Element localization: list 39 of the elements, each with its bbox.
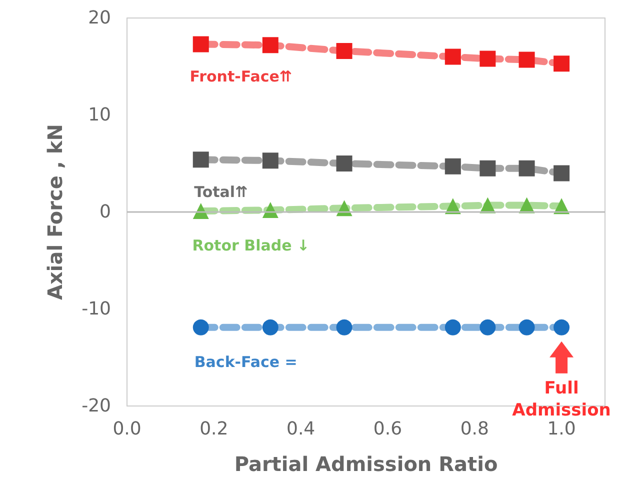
point	[480, 319, 496, 336]
point	[192, 319, 209, 336]
point	[554, 56, 570, 72]
y-tick-label: 10	[88, 104, 111, 126]
point	[262, 37, 278, 54]
series-label: Front-Face⇈	[190, 68, 292, 86]
point	[554, 319, 570, 336]
y-axis-title: Axial Force , kN	[43, 124, 67, 300]
point	[480, 160, 496, 176]
y-tick-label: 20	[88, 8, 111, 28]
point	[192, 152, 209, 168]
point	[262, 152, 278, 169]
point	[336, 42, 352, 59]
x-tick-label: 1.0	[547, 418, 576, 440]
point	[444, 319, 461, 336]
point	[480, 50, 496, 67]
x-axis-title: Partial Admission Ratio	[234, 452, 498, 476]
x-tick-label: 0.6	[373, 418, 402, 440]
series-label: Back-Face =	[194, 352, 298, 371]
point	[336, 156, 352, 172]
point	[554, 165, 570, 182]
x-tick-label: 0.2	[200, 418, 228, 440]
point	[518, 52, 535, 68]
annotation: Full Admission	[512, 378, 611, 420]
series-label: Rotor Blade ↓	[192, 236, 310, 255]
point	[336, 319, 352, 336]
point	[444, 158, 461, 174]
x-tick-label: 0.8	[460, 418, 489, 440]
point	[518, 160, 535, 176]
point	[262, 319, 278, 336]
y-tick-label: -20	[82, 396, 111, 416]
series-label: Total⇈	[194, 183, 248, 202]
point	[518, 319, 535, 336]
point	[192, 36, 209, 52]
x-tick-label: 0.0	[112, 418, 142, 440]
point	[444, 48, 461, 65]
x-tick-label: 0.4	[286, 418, 316, 440]
y-tick-label: 0	[100, 202, 111, 222]
y-tick-label: -10	[82, 298, 111, 320]
